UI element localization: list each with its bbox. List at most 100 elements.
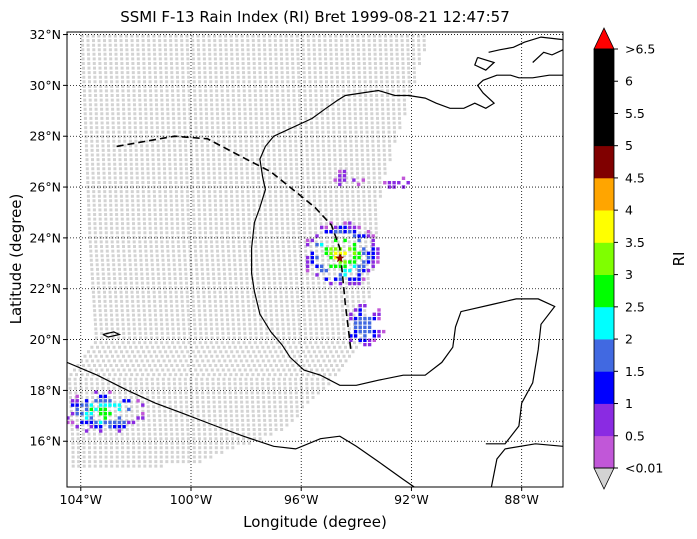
storm-track (116, 135, 352, 350)
rain-pixel (320, 225, 324, 230)
rain-pixel (305, 238, 310, 243)
rain-pixel (122, 399, 126, 403)
rain-pixel (80, 412, 84, 416)
rain-pixel (334, 255, 338, 260)
rain-pixel (343, 260, 347, 264)
rain-pixel (75, 403, 79, 407)
rain-pixel (141, 412, 145, 416)
rain-pixel (343, 225, 347, 230)
y-tick-label: 32°N (29, 27, 61, 42)
rain-pixel (84, 416, 89, 420)
rain-pixel (324, 247, 328, 251)
y-tick-label: 16°N (29, 434, 61, 449)
rain-pixel (108, 390, 112, 394)
rain-pixel (122, 420, 126, 425)
rain-pixel (349, 338, 353, 342)
rain-pixel (333, 178, 337, 182)
rain-pixel (334, 277, 338, 281)
colorbar-tick-label: 4.5 (625, 170, 645, 185)
rain-pixel (334, 251, 338, 255)
colorbar-tick-label: 1.5 (625, 364, 645, 379)
colorbar-segment (594, 177, 614, 211)
rain-pixel (338, 260, 343, 264)
rain-pixel (338, 225, 343, 230)
colorbar-segment (594, 242, 614, 275)
colorbar-label: RI (670, 252, 688, 267)
rain-pixel (343, 238, 347, 243)
rain-pixel (334, 247, 338, 251)
rain-pixel (383, 181, 387, 185)
colorbar-segment (594, 435, 614, 469)
rain-pixel (75, 412, 79, 416)
rain-pixel (352, 251, 357, 255)
rain-pixel (338, 251, 343, 255)
rain-pixel (367, 342, 372, 347)
rain-pixel (338, 182, 342, 187)
colorbar-segment (594, 371, 614, 404)
x-axis-label: Longitude (degree) (243, 513, 387, 531)
colorbar-tick-label: <0.01 (625, 461, 663, 476)
storm-center-marker (335, 253, 345, 263)
rain-pixel (305, 255, 310, 260)
rain-pixel (108, 403, 112, 407)
colorbar-tick-label: 2.5 (625, 299, 645, 314)
rain-pixel (371, 255, 375, 260)
colorbar-tick-label: >6.5 (625, 42, 655, 57)
rain-pixel (103, 416, 107, 420)
colorbar-segment (594, 339, 614, 372)
rain-pixel (324, 230, 328, 234)
rain-pixel (89, 420, 93, 425)
rain-pixel (99, 420, 103, 425)
rain-pixel (363, 338, 367, 342)
rain-pixel (338, 281, 343, 286)
rain-pixel (343, 251, 347, 255)
rain-pixel (362, 264, 366, 268)
rain-pixel (353, 316, 358, 321)
rain-pixel (371, 243, 375, 247)
rain-pixel (89, 416, 93, 420)
rain-pixel (366, 255, 371, 260)
rain-pixel (117, 403, 122, 407)
rain-pixel (387, 185, 392, 189)
rain-pixel (372, 316, 376, 321)
rain-pixel (377, 334, 381, 338)
rain-pixel (94, 390, 98, 394)
rain-pixel (94, 425, 98, 429)
rain-pixel (103, 420, 107, 425)
coastline-segment (67, 361, 415, 487)
rain-pixel (103, 399, 107, 403)
rain-pixel (362, 251, 366, 255)
rain-cluster (67, 390, 145, 433)
colorbar-tick-label: 5.5 (625, 106, 645, 121)
rain-pixel (338, 273, 343, 277)
rain-pixel (357, 281, 361, 286)
rain-pixel (70, 420, 75, 425)
rain-pixel (320, 243, 324, 247)
colorbar-tick-label: 5 (625, 138, 633, 153)
rain-pixel (324, 277, 328, 281)
rain-pixel (353, 325, 358, 329)
rain-pixel (343, 268, 347, 273)
rain-pixel (372, 334, 376, 338)
rain-pixel (352, 230, 357, 234)
rain-pixels (67, 169, 410, 433)
rain-pixel (305, 264, 310, 268)
rain-pixel (334, 264, 338, 268)
rain-pixel (357, 264, 361, 268)
x-tick-label: 96°W (284, 492, 319, 507)
coastlines (67, 36, 563, 487)
rain-pixel (141, 416, 145, 420)
y-tick-label: 18°N (29, 383, 61, 398)
rain-pixel (99, 394, 103, 399)
colorbar-segment (594, 81, 614, 114)
rain-pixel (84, 429, 89, 433)
rain-pixel (358, 329, 362, 334)
rain-pixel (357, 251, 361, 255)
rain-pixel (367, 321, 372, 325)
satellite-swath (68, 34, 426, 468)
colorbar-under-arrow (593, 467, 615, 490)
rain-pixel (366, 251, 371, 255)
rain-pixel (352, 178, 356, 182)
rain-pixel (84, 399, 89, 403)
